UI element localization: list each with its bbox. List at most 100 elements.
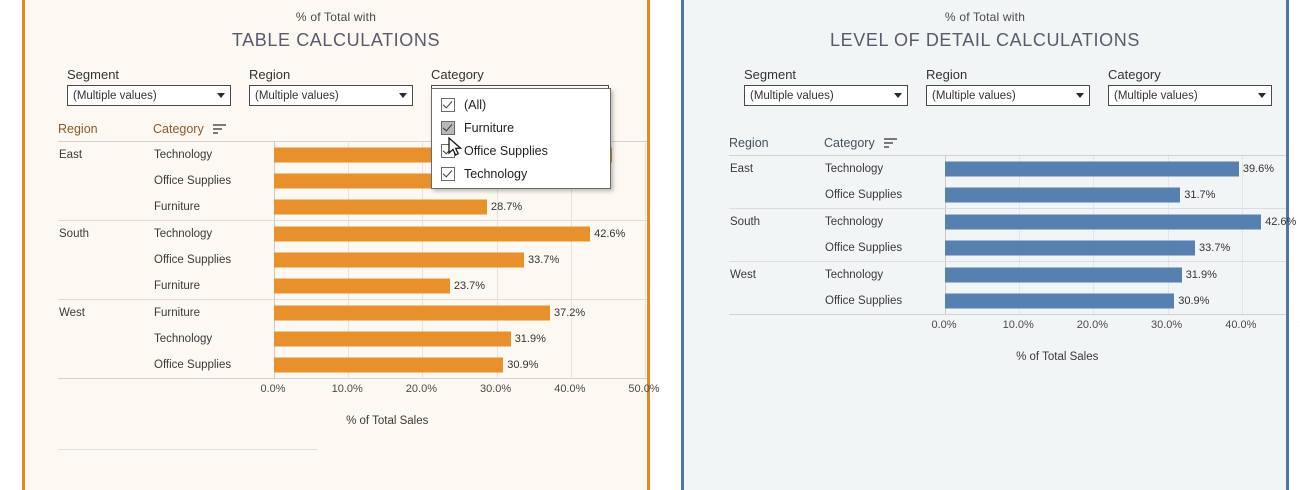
filter-region-select[interactable]: (Multiple values): [249, 85, 413, 106]
dropdown-item-all[interactable]: (All): [432, 93, 610, 116]
bar[interactable]: [945, 240, 1196, 256]
table-row[interactable]: West Furniture 37.2%: [58, 300, 647, 326]
bar-value-label: 37.2%: [554, 307, 586, 319]
table-row[interactable]: East Technology 39.6%: [729, 156, 1286, 182]
left-title-subtitle: % of Total with: [295, 10, 377, 24]
gridline: [645, 352, 646, 378]
category-filter-dropdown[interactable]: (All) Furniture Office Supplies Technolo…: [431, 88, 611, 189]
filter-region-value: (Multiple values): [932, 89, 1016, 102]
dropdown-item-label: Furniture: [464, 120, 515, 135]
cell-region: East: [730, 163, 754, 175]
left-x-axis: 0.0% 10.0% 20.0% 30.0% 40.0% 50.0%: [58, 379, 659, 401]
table-row[interactable]: Office Supplies 30.9%: [58, 352, 647, 378]
bar-value-label: 31.7%: [1184, 189, 1216, 201]
chevron-down-icon: [217, 93, 225, 98]
filter-category-select[interactable]: (Multiple values): [1108, 85, 1272, 106]
gridline: [645, 142, 646, 168]
left-filter-bar: Segment (Multiple values) Region (Multip…: [25, 67, 647, 189]
gridline: [645, 326, 646, 352]
bar[interactable]: [945, 267, 1182, 283]
bar-value-label: 33.7%: [528, 254, 560, 266]
bar-value-label: 30.9%: [1178, 295, 1210, 307]
table-row[interactable]: Furniture 23.7%: [58, 273, 647, 299]
dropdown-item-office-supplies[interactable]: Office Supplies: [432, 139, 610, 162]
table-row[interactable]: South Technology 42.6%: [729, 209, 1296, 235]
cell-category: Furniture: [154, 307, 201, 319]
filter-region-select[interactable]: (Multiple values): [926, 85, 1090, 106]
bar-cell: 37.2%: [264, 300, 647, 326]
filter-segment-select[interactable]: (Multiple values): [67, 85, 231, 106]
cell-category: Office Supplies: [825, 189, 903, 201]
filter-segment-select[interactable]: (Multiple values): [744, 85, 908, 106]
bar[interactable]: [945, 187, 1181, 203]
left-title-block: % of Total with TABLE CALCULATIONS: [25, 0, 647, 51]
axis-tick-label: 10.0%: [1002, 319, 1034, 331]
bar[interactable]: [945, 161, 1239, 177]
table-row[interactable]: Office Supplies 31.7%: [729, 182, 1286, 208]
sort-icon[interactable]: [883, 138, 897, 148]
checkbox-checked-icon[interactable]: [441, 97, 455, 112]
checkbox-checked-icon[interactable]: [441, 120, 455, 135]
header-divider: [58, 141, 647, 142]
cell-region: South: [59, 228, 90, 240]
right-chart: Region Category East Technology 39.6% Offic…: [684, 136, 1300, 363]
table-row[interactable]: West Technology 31.9%: [729, 262, 1286, 288]
filter-category: Category (Multiple values): [1108, 67, 1272, 106]
panel-spacer: [650, 0, 672, 490]
gridline: [1241, 235, 1243, 261]
bar-value-label: 31.9%: [1185, 269, 1217, 281]
cell-category: Technology: [825, 163, 884, 175]
cell-region: South: [730, 216, 761, 228]
dropdown-item-furniture[interactable]: Furniture: [432, 116, 610, 139]
cell-category: Office Supplies: [154, 359, 232, 371]
chevron-down-icon: [1076, 93, 1084, 98]
gridline: [496, 194, 498, 220]
bar[interactable]: [945, 214, 1262, 230]
right-title-subtitle: % of Total with: [944, 10, 1026, 24]
filter-category-label: Category: [431, 67, 484, 82]
gridline: [570, 194, 572, 220]
cell-region: East: [59, 149, 83, 161]
table-row[interactable]: Technology 31.9%: [58, 326, 647, 352]
bar-cell: 42.6%: [935, 209, 1296, 235]
bar[interactable]: [274, 252, 525, 268]
filter-region: Region (Multiple values): [926, 67, 1090, 106]
column-header-category: Category: [153, 122, 204, 136]
table-row[interactable]: Furniture 28.7%: [58, 194, 647, 220]
axis-tick-label: 0.0%: [931, 319, 957, 331]
checkbox-checked-icon[interactable]: [441, 143, 455, 158]
bar[interactable]: [945, 293, 1175, 309]
gridline: [570, 326, 572, 352]
dropdown-item-label: (All): [464, 97, 487, 112]
column-header-region: Region: [729, 136, 769, 150]
gridline: [645, 247, 646, 273]
bar-cell: 33.7%: [935, 235, 1286, 261]
axis-tick-label: 20.0%: [1076, 319, 1108, 331]
table-row[interactable]: Office Supplies 30.9%: [729, 288, 1286, 314]
right-title-main: LEVEL OF DETAIL CALCULATIONS: [830, 30, 1140, 50]
column-header-region: Region: [58, 122, 98, 136]
filter-segment-label: Segment: [67, 67, 120, 82]
dropdown-item-technology[interactable]: Technology: [432, 162, 610, 185]
sort-icon[interactable]: [212, 124, 226, 134]
table-row[interactable]: Office Supplies 33.7%: [58, 247, 647, 273]
left-column-headers: Region Category: [58, 122, 647, 141]
bar[interactable]: [274, 278, 450, 294]
table-row[interactable]: South Technology 42.6%: [58, 221, 647, 247]
bar-cell: 23.7%: [264, 273, 647, 299]
bar[interactable]: [274, 226, 591, 242]
table-row[interactable]: Office Supplies 33.7%: [729, 235, 1286, 261]
checkbox-checked-icon[interactable]: [441, 166, 455, 181]
cell-category: Office Supplies: [825, 242, 903, 254]
cell-category: Technology: [825, 216, 884, 228]
gridline: [1241, 156, 1243, 182]
bar[interactable]: [274, 357, 504, 373]
bar-cell: 30.9%: [935, 288, 1286, 314]
bar[interactable]: [274, 199, 487, 215]
filter-category: Category (All) (All) Furniture: [431, 67, 611, 189]
bar[interactable]: [274, 331, 511, 347]
panel-table-calculations: % of Total with TABLE CALCULATIONS Segme…: [22, 0, 660, 490]
gridline: [645, 194, 646, 220]
gridline: [645, 300, 646, 326]
bar[interactable]: [274, 305, 551, 321]
